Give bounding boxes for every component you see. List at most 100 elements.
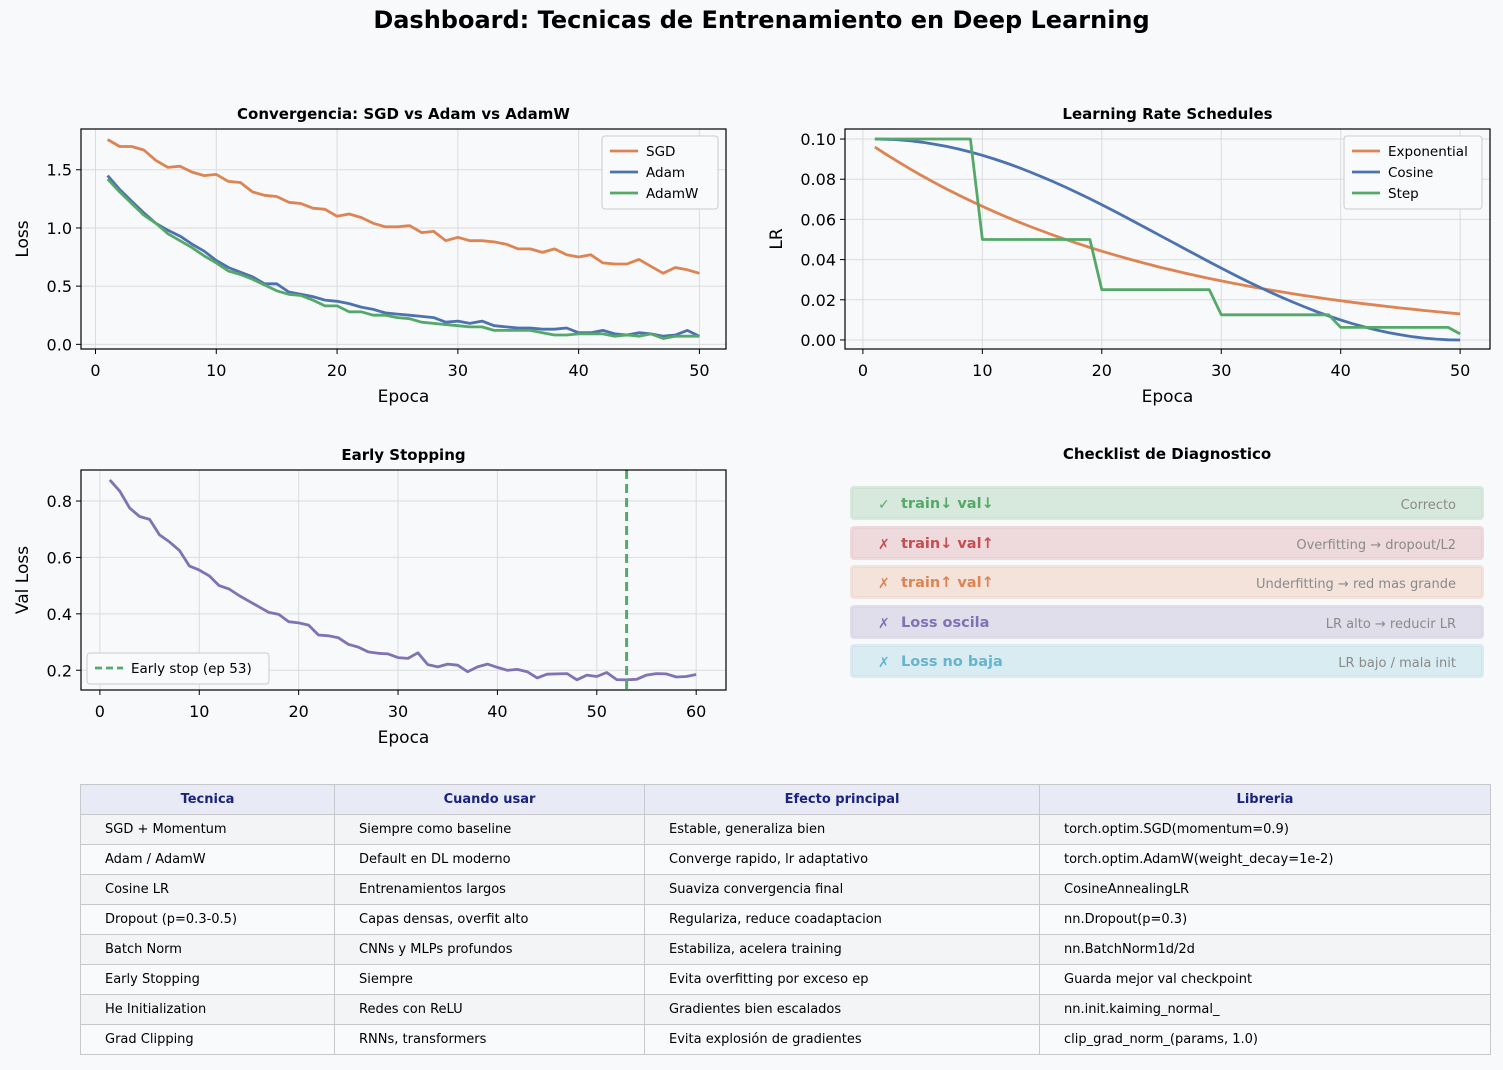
table-cell: Guarda mejor val checkpoint [1039, 964, 1491, 995]
x-axis-label: Epoca [378, 728, 430, 748]
table-cell: Siempre como baseline [334, 814, 645, 845]
checklist-item-label: train↑ val↑ [901, 575, 994, 591]
check-icon: ✓ [878, 497, 890, 513]
y-tick-label: 0.08 [800, 170, 836, 189]
legend-label: Adam [646, 165, 685, 181]
legend-label: AdamW [646, 186, 698, 202]
cross-icon: ✗ [878, 615, 890, 632]
checklist-item-result: Correcto [1400, 498, 1456, 513]
table-cell: Converge rapido, lr adaptativo [644, 844, 1040, 875]
cross-icon: ✗ [878, 576, 890, 592]
series-line-exponential [874, 145, 1461, 316]
plot-frame [80, 128, 727, 350]
table-cell: Evita overfitting por exceso ep [644, 964, 1040, 995]
table-cell: Adam / AdamW [80, 844, 335, 875]
checklist-item: ✗ train↑ val↑ Underfitting → red mas grand… [850, 565, 1484, 599]
y-tick-label: 0.2 [47, 661, 72, 680]
table-header-cell: Tecnica [80, 784, 335, 815]
table-cell: He Initialization [80, 994, 335, 1025]
checklist-item-label: train↓ val↓ [901, 496, 994, 512]
checklist-item-result: LR bajo / mala init [1338, 656, 1456, 671]
table-cell: nn.BatchNorm1d/2d [1039, 934, 1491, 965]
x-tick-label: 30 [388, 702, 408, 721]
checklist-item: ✓ train↓ val↓ Correcto [850, 486, 1484, 520]
x-tick-label: 0 [90, 361, 100, 380]
table-cell: nn.Dropout(p=0.3) [1039, 904, 1491, 935]
table-header-cell: Efecto principal [644, 784, 1040, 815]
x-tick-label: 0 [858, 361, 868, 380]
legend-label: SGD [646, 144, 675, 160]
y-tick-label: 0.00 [800, 331, 836, 350]
x-tick-label: 30 [1211, 361, 1231, 380]
y-axis-label: Val Loss [13, 546, 33, 614]
x-tick-label: 60 [686, 702, 706, 721]
cross-icon: ✗ [878, 536, 890, 553]
table-row: Cosine LR Entrenamientos largos Suaviza co… [80, 874, 1491, 905]
x-tick-label: 10 [189, 702, 209, 721]
checklist-item-result: Underfitting → red mas grande [1255, 577, 1456, 592]
table-header-row: Tecnica Cuando usar Efecto principal Librer… [80, 784, 1491, 815]
y-tick-label: 0.06 [800, 210, 836, 229]
table-cell: Regulariza, reduce coadaptacion [644, 904, 1040, 935]
x-tick-label: 50 [1450, 361, 1470, 380]
legend-label: Early stop (ep 53) [131, 661, 252, 677]
chart-title: Learning Rate Schedules [1062, 105, 1272, 123]
y-tick-label: 0.6 [47, 548, 72, 567]
table-cell: Gradientes bien escalados [644, 994, 1040, 1025]
table-row: SGD + Momentum Siempre como baseline Estab… [80, 814, 1491, 845]
x-tick-label: 40 [1331, 361, 1351, 380]
table-cell: Entrenamientos largos [334, 874, 645, 905]
y-tick-label: 0.5 [47, 277, 72, 296]
series-line-step [874, 137, 1461, 336]
table-cell: CNNs y MLPs profundos [334, 934, 645, 965]
x-axis-label: Epoca [1142, 387, 1194, 407]
legend-box [1343, 135, 1483, 210]
x-tick-label: 20 [327, 361, 347, 380]
legend-box [86, 652, 270, 685]
checklist-item-label: Loss oscila [901, 614, 990, 631]
table-cell: torch.optim.AdamW(weight_decay=1e-2) [1039, 844, 1491, 875]
plot-frame [844, 128, 1491, 350]
y-axis-label: LR [767, 228, 787, 249]
table-header-cell: Libreria [1039, 784, 1491, 815]
table-cell: clip_grad_norm_(params, 1.0) [1039, 1024, 1491, 1055]
table-cell: Suaviza convergencia final [644, 874, 1040, 905]
table-cell: RNNs, transformers [334, 1024, 645, 1055]
table-cell: Early Stopping [80, 964, 335, 995]
table-row: Dropout (p=0.3-0.5) Capas densas, overfit… [80, 904, 1491, 935]
table-cell: Cosine LR [80, 874, 335, 905]
table-row: He Initialization Redes con ReLU Gradiente… [80, 994, 1491, 1025]
legend-label: Cosine [1388, 165, 1433, 181]
x-axis-label: Epoca [378, 387, 430, 407]
x-tick-label: 40 [487, 702, 507, 721]
table-cell: Redes con ReLU [334, 994, 645, 1025]
checklist-title: Checklist de Diagnostico [1062, 445, 1272, 463]
x-tick-label: 20 [1092, 361, 1112, 380]
series-line-adam [106, 174, 701, 338]
x-tick-label: 30 [448, 361, 468, 380]
checklist-item: ✗ Loss oscila LR alto → reducir LR [850, 604, 1484, 639]
table-row: Early Stopping Siempre Evita overfitting p… [80, 964, 1491, 995]
table-cell: Batch Norm [80, 934, 335, 965]
table-row: Adam / AdamW Default en DL moderno Converg… [80, 844, 1491, 875]
table-cell: CosineAnnealingLR [1039, 874, 1491, 905]
legend-box [601, 135, 719, 210]
y-tick-label: 0.04 [800, 251, 836, 270]
legend-label: Step [1388, 186, 1419, 202]
dashboard-title: Dashboard: Tecnicas de Entrenamiento en … [373, 6, 1150, 34]
y-tick-label: 0.02 [800, 291, 836, 310]
table-cell: torch.optim.SGD(momentum=0.9) [1039, 814, 1491, 845]
series-line-sgd [106, 138, 700, 275]
series-line-val-loss [108, 478, 697, 682]
checklist-item-label: Loss no baja [901, 654, 1003, 670]
x-tick-label: 10 [972, 361, 992, 380]
chart-title: Early Stopping [341, 446, 465, 464]
plot-frame [80, 469, 727, 691]
table-cell: Dropout (p=0.3-0.5) [80, 904, 335, 935]
checklist-item-result: Overfitting → dropout/L2 [1296, 537, 1456, 553]
x-tick-label: 50 [689, 361, 709, 380]
table-cell: Estable, generaliza bien [644, 814, 1040, 845]
